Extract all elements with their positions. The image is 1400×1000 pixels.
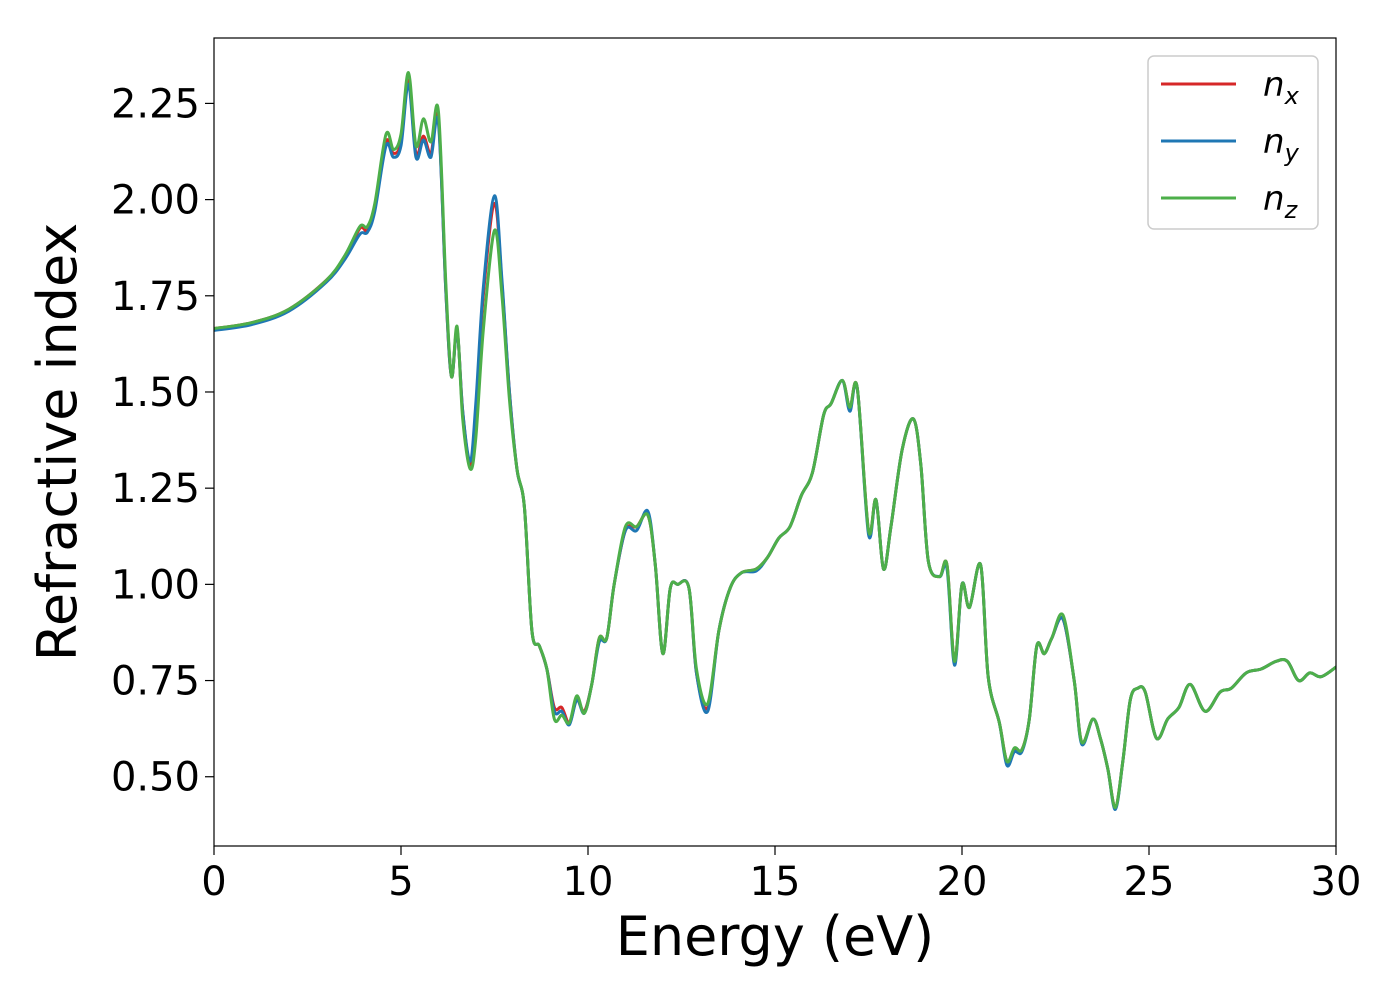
y-tick-label: 1.50 bbox=[111, 370, 200, 416]
legend-label-nx: nx bbox=[1263, 65, 1300, 110]
x-tick-label: 20 bbox=[937, 859, 988, 905]
y-tick-label: 1.00 bbox=[111, 562, 200, 608]
y-tick-label: 0.50 bbox=[111, 755, 200, 801]
series-line-nz bbox=[214, 71, 1336, 810]
legend-entries: nx ny nz bbox=[1161, 65, 1300, 224]
y-tick-label: 2.00 bbox=[111, 178, 200, 224]
x-tick-label: 0 bbox=[201, 859, 226, 905]
x-tick-label: 10 bbox=[563, 859, 614, 905]
x-tick-label: 25 bbox=[1124, 859, 1175, 905]
legend: nx ny nz bbox=[1147, 55, 1319, 230]
series-layer bbox=[214, 71, 1336, 811]
y-tick-label: 1.75 bbox=[111, 274, 200, 320]
y-axis-title: Refractive index bbox=[26, 223, 89, 662]
x-axis-title: Energy (eV) bbox=[616, 905, 935, 968]
y-axis-ticks: 0.50 0.75 1.00 1.25 1.50 1.75 2.00 2.25 bbox=[111, 81, 214, 801]
legend-label-ny: ny bbox=[1263, 122, 1300, 167]
x-tick-label: 30 bbox=[1311, 859, 1362, 905]
y-tick-label: 2.25 bbox=[111, 81, 200, 127]
legend-label-nz: nz bbox=[1263, 179, 1299, 224]
y-tick-label: 1.25 bbox=[111, 466, 200, 512]
x-axis-ticks: 0 5 10 15 20 25 30 bbox=[201, 846, 1361, 905]
y-tick-label: 0.75 bbox=[111, 659, 200, 705]
x-tick-label: 15 bbox=[750, 859, 801, 905]
x-tick-label: 5 bbox=[388, 859, 413, 905]
